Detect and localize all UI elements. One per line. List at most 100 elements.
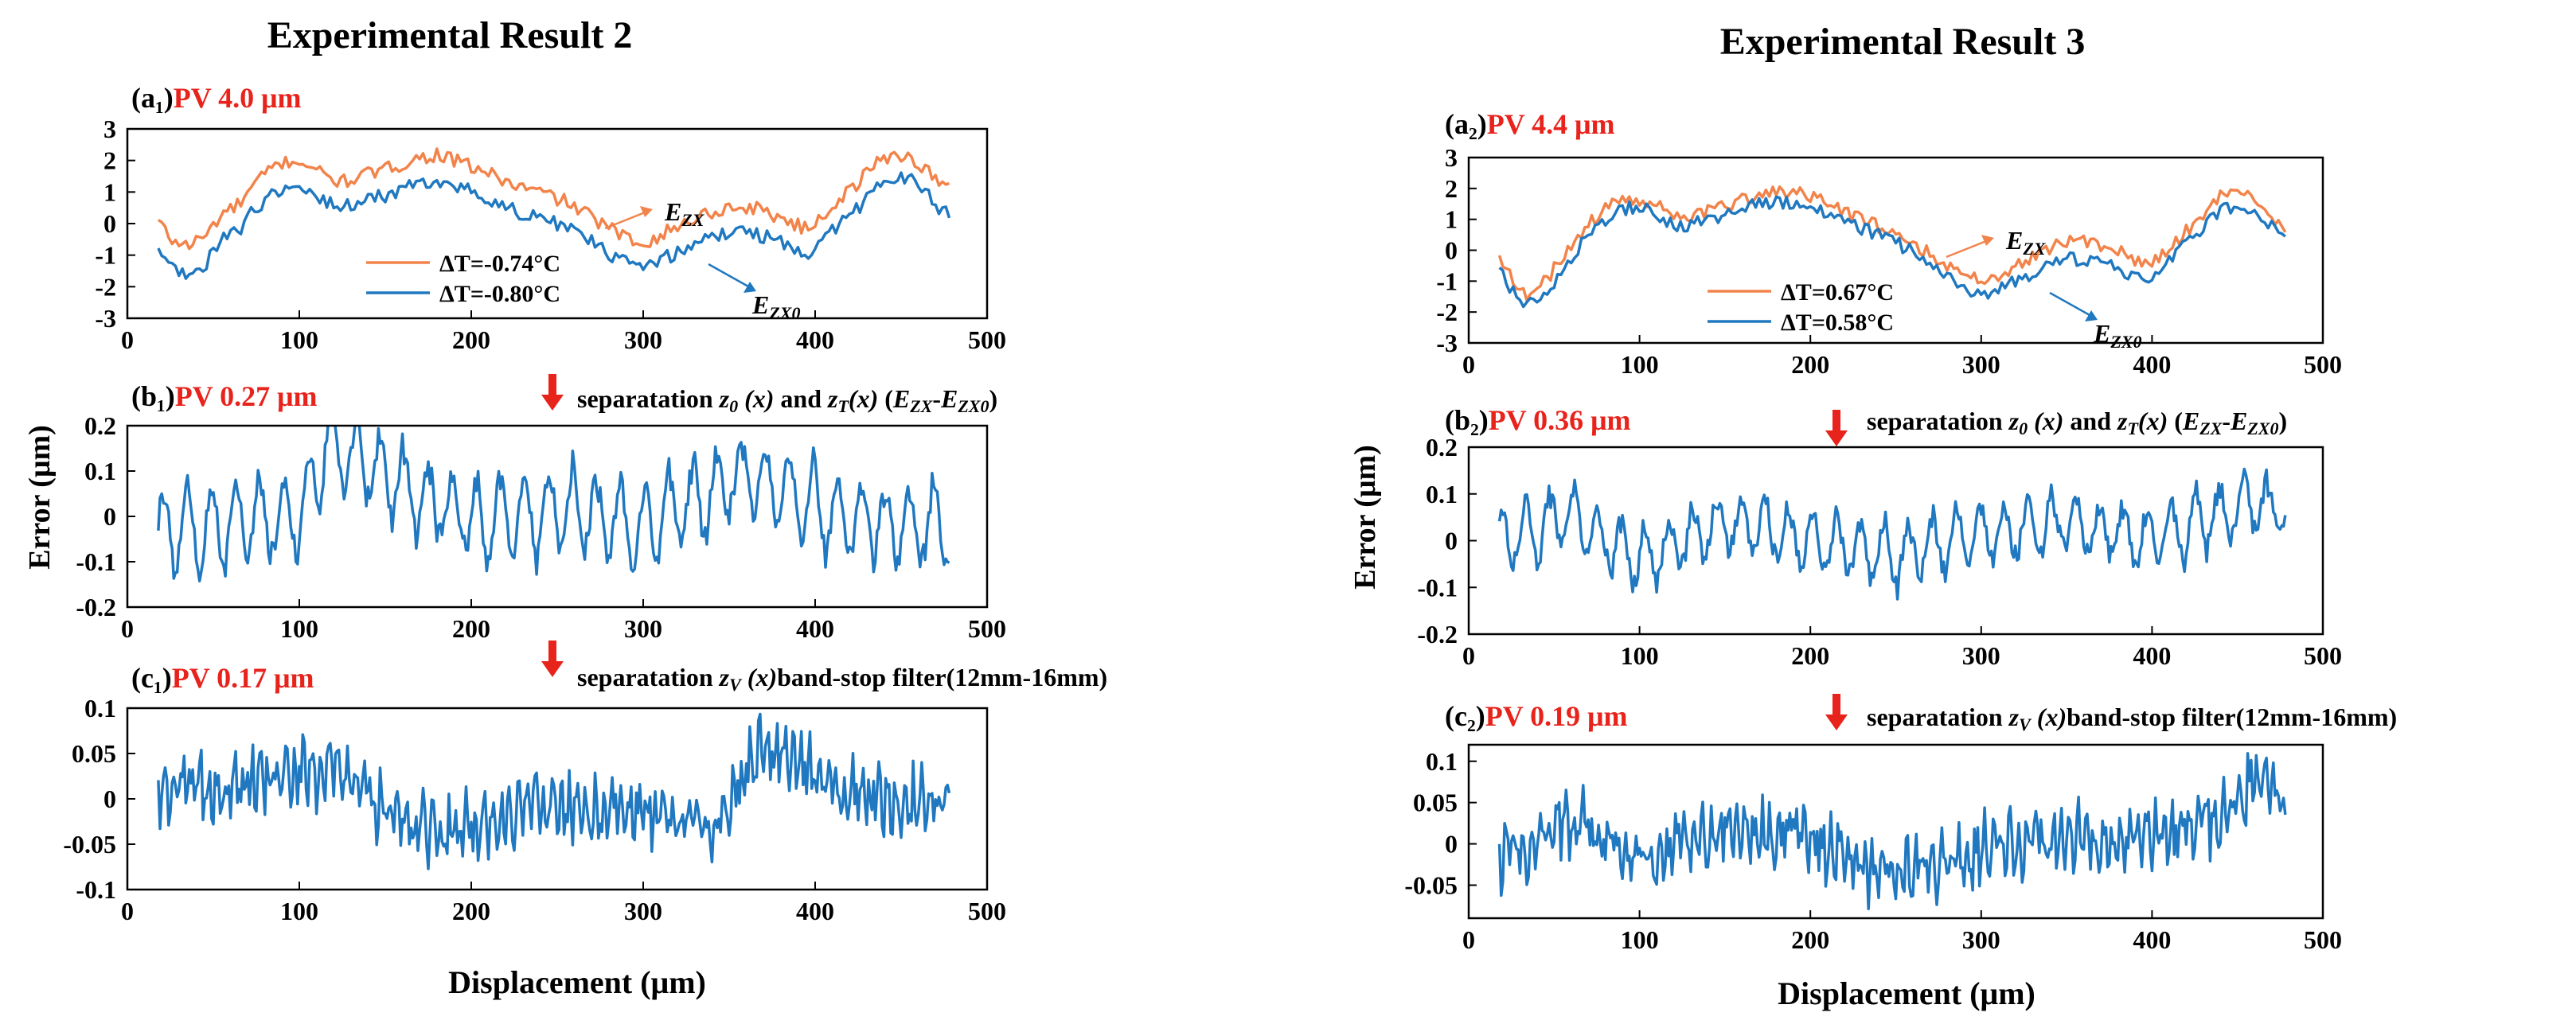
ylabel-right: Error (μm): [1348, 445, 1382, 590]
ytick-label-a1: 0: [103, 209, 116, 238]
panel-a2: (a₂)PV 4.4 μm0 100 200 300 400 500-3-2-10123Δ…: [1436, 108, 2342, 379]
ytick-label-a1: 3: [103, 115, 116, 143]
xtick-label-b2: 300: [1962, 641, 2000, 670]
title-left: Experimental Result 2: [267, 14, 633, 56]
sep-text-c1: separatation zV (x)band-stop filter(12mm…: [577, 663, 1107, 695]
ytick-label-b1: 0.1: [84, 457, 116, 485]
xlabel-left: Displacement (μm): [448, 964, 706, 1000]
annotation-ezx0-a1: EZX0: [751, 290, 800, 323]
sep-arrow-c1: [541, 641, 564, 677]
xtick-label-a1: 500: [968, 325, 1006, 354]
series-line-a2-0: [1497, 185, 2287, 302]
ytick-label-a1: -2: [95, 272, 116, 301]
ytick-label-c1: -0.05: [63, 830, 116, 859]
xtick-label-a2: 300: [1962, 350, 2000, 379]
ytick-label-a2: 2: [1445, 174, 1458, 203]
arrowhead-ezx-a2: [1981, 235, 1994, 246]
xlabel-right: Displacement (μm): [1778, 975, 2035, 1011]
xtick-label-b2: 500: [2304, 641, 2342, 670]
ytick-label-a1: 1: [103, 177, 116, 206]
axes-box-b1: [126, 424, 989, 609]
ytick-label-b1: 0: [103, 502, 116, 531]
panel-label-b1: (b₁)PV 0.27 μm: [131, 380, 318, 412]
sep-arrow-c2: [1825, 694, 1848, 730]
xtick-label-a1: 300: [624, 325, 662, 354]
sep-text-b2: separatation z0 (x) and zT(x) (EZX-EZX0): [1867, 407, 2287, 438]
arrowhead-ezx-a1: [640, 206, 653, 217]
ytick-label-a2: -3: [1436, 329, 1458, 357]
xtick-label-a1: 400: [796, 325, 834, 354]
series-line-c2-0: [1497, 752, 2287, 911]
arrow-ezx0-a1: [708, 263, 749, 288]
annotation-ezx-a1: EZX: [664, 197, 705, 230]
series-line-c1-0: [157, 712, 951, 870]
panel-a1: (a₁)PV 4.0 μm 0 100 200 300 400 500 -3 -2-1 0 12 3 Δ…: [95, 82, 1006, 354]
xtick-label-b2: 400: [2133, 641, 2171, 670]
xtick-label-a2: 100: [1621, 350, 1659, 379]
xtick-label-a1: 0: [121, 325, 134, 354]
ytick-label-b1: 0.2: [84, 411, 116, 440]
ytick-label-a2: -1: [1436, 267, 1458, 295]
ytick-label-c2: -0.05: [1404, 870, 1458, 899]
panel-b2: (b₂)PV 0.36 μm 0 100 200 300 400 500 -0.2 -0.1 0 0…: [1417, 404, 2342, 670]
ytick-label-a2: -2: [1436, 298, 1458, 326]
xtick-label-c1: 400: [796, 897, 834, 925]
xtick-label-b1: 500: [968, 614, 1006, 643]
ytick-label-a1: 2: [103, 146, 116, 175]
series-line-a1-1: [157, 171, 951, 280]
panels: (a₁)PV 4.0 μm0 100 200 300 400 500-3-2-10123Δ…: [63, 82, 2342, 954]
ytick-label-a1: -3: [95, 304, 116, 333]
arrow-ezx-a2: [1946, 239, 1987, 259]
ytick-label-b1: -0.1: [76, 547, 116, 576]
xtick-label-a1: 100: [280, 325, 318, 354]
xtick-label-c1: 300: [624, 897, 662, 925]
xtick-label-b2: 200: [1791, 641, 1829, 670]
xtick-label-c1: 100: [280, 897, 318, 925]
xtick-label-b1: 100: [280, 614, 318, 643]
xtick-label-c2: 400: [2133, 925, 2171, 954]
xtick-label-a2: 400: [2133, 350, 2171, 379]
panel-c1: (c₁)PV 0.17 μm 0 100 200 300 400 500 -0.1 -0.05 0…: [63, 662, 1006, 925]
series-line-a1-0: [157, 147, 950, 251]
xtick-label-b1: 200: [452, 614, 490, 643]
panel-label-a2: (a₂)PV 4.4 μm: [1445, 108, 1615, 140]
xtick-label-c2: 300: [1962, 925, 2000, 954]
annotation-ezx-a2: EZX: [2005, 226, 2047, 259]
ytick-label-c2: 0: [1445, 830, 1458, 859]
xtick-label-c2: 500: [2304, 925, 2342, 954]
xtick-label-b2: 100: [1621, 641, 1659, 670]
xtick-label-b1: 400: [796, 614, 834, 643]
xtick-label-b1: 0: [121, 614, 134, 643]
ytick-label-a2: 1: [1445, 205, 1458, 234]
xtick-label-a2: 0: [1462, 350, 1475, 379]
xtick-label-b1: 300: [624, 614, 662, 643]
ytick-label-c1: 0.1: [84, 694, 116, 722]
arrow-ezx-a1: [604, 211, 646, 230]
panel-label-c2: (c₂)PV 0.19 μm: [1445, 700, 1627, 732]
xtick-label-a2: 500: [2304, 350, 2342, 379]
arrow-ezx0-a2: [2049, 291, 2090, 317]
xtick-label-c1: 200: [452, 897, 490, 925]
axes-box-c2: [1467, 743, 2324, 920]
xtick-label-a2: 200: [1791, 350, 1829, 379]
ylabel-left: Error (μm): [23, 425, 57, 570]
axes-box-b2: [1467, 446, 2324, 636]
ytick-label-c1: -0.1: [76, 875, 116, 904]
sep-text-b1: separatation z0 (x) and zT(x) (EZX-EZX0): [577, 384, 997, 416]
xtick-label-c2: 200: [1791, 925, 1829, 954]
arrowhead-ezx0-a1: [744, 282, 756, 293]
ytick-label-b2: -0.2: [1417, 620, 1458, 648]
xtick-label-b2: 0: [1462, 641, 1475, 670]
xtick-label-a1: 200: [452, 325, 490, 354]
series-line-b1-0: [157, 426, 950, 582]
panel-b1: (b₁)PV 0.27 μm 0 100 200 300 400 500 -0.2 -0.1 0 0…: [76, 380, 1006, 643]
ytick-label-b2: 0: [1445, 527, 1458, 555]
legend-label-a2-0: ΔT=0.67°C: [1781, 279, 1894, 306]
ytick-label-c1: 0: [103, 785, 116, 813]
ytick-label-b2: 0.1: [1426, 480, 1458, 508]
panel-label-c1: (c₁)PV 0.17 μm: [131, 662, 314, 694]
xtick-label-c2: 0: [1462, 925, 1475, 954]
ytick-label-b2: 0.2: [1426, 433, 1458, 461]
series-line-a2-1: [1498, 195, 2286, 309]
